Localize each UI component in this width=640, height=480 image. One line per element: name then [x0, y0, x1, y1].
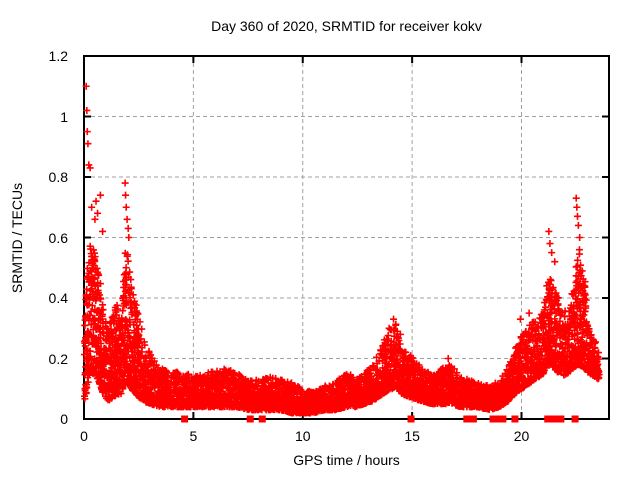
y-tick-label: 0.4: [48, 290, 68, 306]
x-tick-label: 5: [189, 428, 198, 444]
x-tick-label: 20: [513, 428, 530, 444]
y-tick-label: 0.6: [48, 229, 68, 246]
x-tick-label: 15: [404, 428, 420, 444]
x-tick-label: 0: [80, 428, 88, 444]
y-tick-label: 0: [60, 411, 68, 427]
y-tick-label: 1.2: [48, 48, 68, 64]
y-tick-label: 1: [60, 108, 68, 125]
x-tick-label: 10: [294, 428, 311, 444]
y-tick-label: 0.8: [48, 169, 68, 185]
y-tick-label: 0.2: [48, 350, 68, 367]
x-axis-label: GPS time / hours: [293, 452, 400, 468]
chart-title: Day 360 of 2020, SRMTID for receiver kok…: [211, 18, 482, 34]
